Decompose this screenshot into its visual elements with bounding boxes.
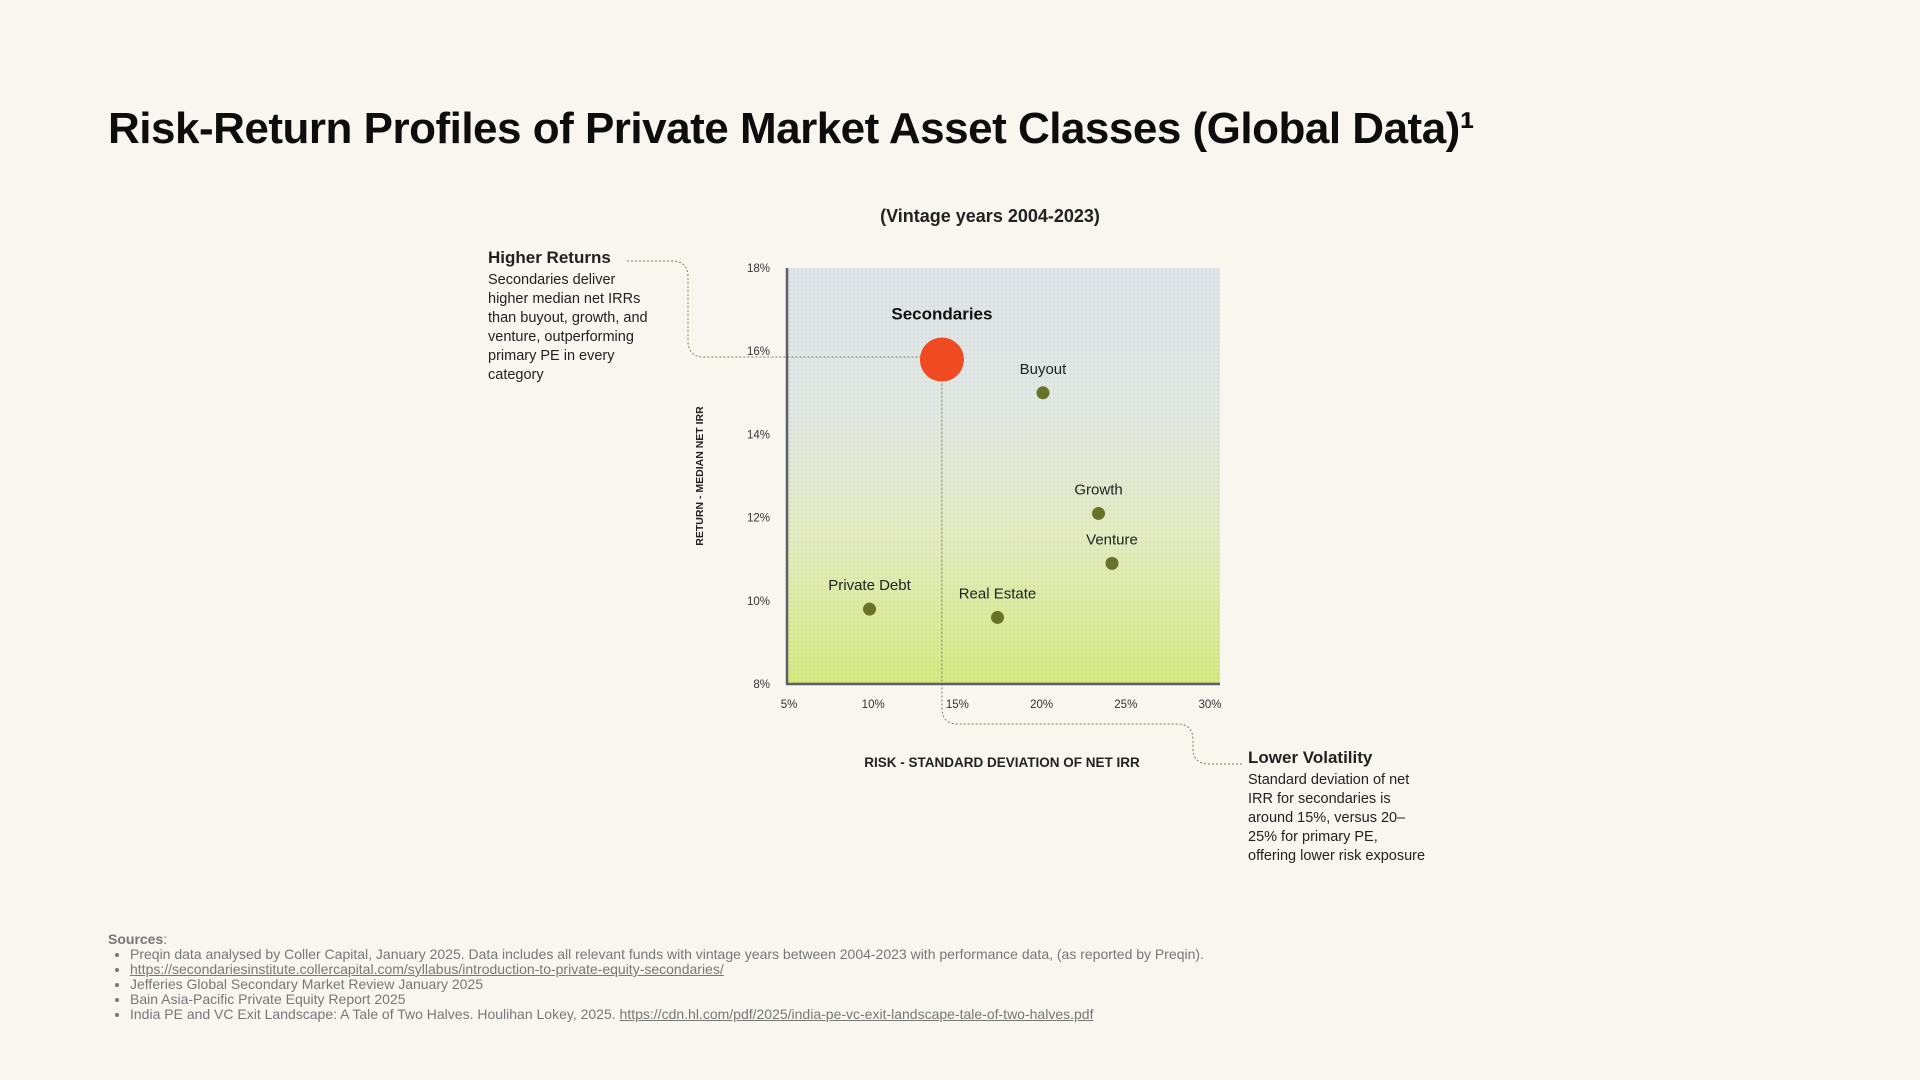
point-secondaries (919, 337, 964, 382)
y-tick-label: 12% (747, 513, 770, 525)
point-label-growth: Growth (1074, 481, 1122, 498)
lower-volatility-callout: Lower Volatility Standard deviation of n… (1248, 748, 1428, 866)
x-tick-label: 30% (1198, 699, 1221, 711)
sources-list: Preqin data analysed by Coller Capital, … (108, 947, 1608, 1022)
x-axis-label: RISK - STANDARD DEVIATION OF NET IRR (864, 755, 1140, 770)
source-item: India PE and VC Exit Landscape: A Tale o… (130, 1007, 1608, 1022)
source-text: Bain Asia-Pacific Private Equity Report … (130, 991, 406, 1007)
point-label-buyout: Buyout (1020, 361, 1068, 378)
point-label-real-estate: Real Estate (959, 585, 1037, 602)
y-tick-label: 14% (747, 429, 770, 441)
source-text: India PE and VC Exit Landscape: A Tale o… (130, 1006, 616, 1022)
sources-section: Sources: Preqin data analysed by Coller … (108, 932, 1608, 1022)
x-tick-label: 10% (862, 699, 885, 711)
point-label-secondaries: Secondaries (891, 305, 992, 324)
point-label-venture: Venture (1086, 531, 1138, 548)
point-venture (1105, 556, 1119, 570)
higher-returns-callout: Higher Returns Secondaries deliver highe… (488, 248, 658, 385)
x-tick-label: 5% (781, 699, 798, 711)
point-buyout (1036, 386, 1050, 400)
source-item: Bain Asia-Pacific Private Equity Report … (130, 992, 1608, 1007)
plot-dot-pattern (787, 268, 1220, 684)
point-growth (1092, 506, 1106, 520)
x-tick-label: 25% (1114, 699, 1137, 711)
source-item: https://secondariesinstitute.collercapit… (130, 962, 1608, 977)
source-link[interactable]: https://secondariesinstitute.collercapit… (130, 961, 724, 977)
source-item: Jefferies Global Secondary Market Review… (130, 977, 1608, 992)
y-tick-label: 10% (747, 596, 770, 608)
callout-body: Secondaries deliver higher median net IR… (488, 272, 648, 383)
source-item: Preqin data analysed by Coller Capital, … (130, 947, 1608, 962)
lower-volatility-connector (941, 359, 1244, 765)
source-text: Preqin data analysed by Coller Capital, … (130, 946, 1204, 962)
point-private-debt (863, 602, 877, 616)
y-axis-label: RETURN - MEDIAN NET IRR (694, 406, 706, 546)
y-tick-label: 18% (747, 263, 770, 275)
source-text: Jefferies Global Secondary Market Review… (130, 976, 484, 992)
x-tick-label: 15% (946, 699, 969, 711)
point-label-private-debt: Private Debt (828, 577, 911, 594)
callout-body: Standard deviation of net IRR for second… (1248, 772, 1426, 864)
y-tick-label: 8% (753, 679, 770, 691)
callout-heading: Lower Volatility (1248, 748, 1373, 767)
x-tick-label: 20% (1030, 699, 1053, 711)
point-real-estate (991, 610, 1004, 624)
source-link[interactable]: https://cdn.hl.com/pdf/2025/india-pe-vc-… (619, 1006, 1094, 1022)
sources-title: Sources (108, 931, 164, 947)
callout-heading: Higher Returns (488, 248, 611, 267)
chart-subtitle: (Vintage years 2004-2023) (880, 206, 1100, 226)
page-title: Risk-Return Profiles of Private Market A… (108, 104, 1474, 153)
y-tick-label: 16% (747, 346, 770, 358)
